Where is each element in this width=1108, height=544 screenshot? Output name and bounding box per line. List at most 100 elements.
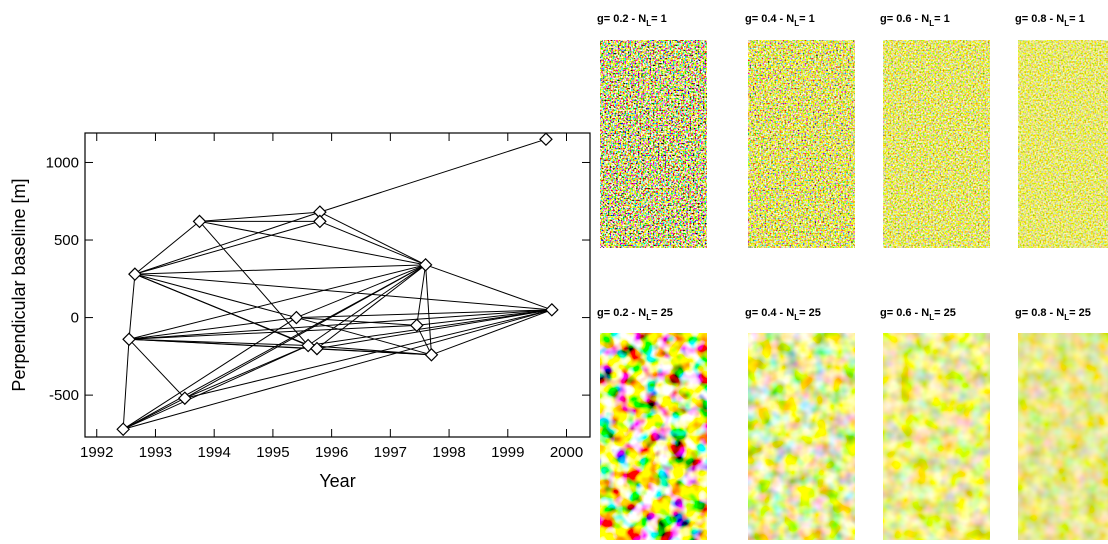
panel-label: g= 0.4 - NL= 25 xyxy=(745,307,821,322)
node-marker xyxy=(289,310,304,325)
panel-label: g= 0.8 - NL= 25 xyxy=(1015,307,1091,322)
x-tick-label: 1993 xyxy=(139,444,172,461)
label-suffix: = 1 xyxy=(934,13,950,25)
link xyxy=(199,220,426,266)
label-prefix: g= 0.8 - N xyxy=(1015,307,1064,319)
label-suffix: = 25 xyxy=(934,307,956,319)
link xyxy=(122,317,297,430)
link xyxy=(134,221,200,275)
link xyxy=(128,317,297,340)
link xyxy=(425,264,552,311)
label-suffix: = 1 xyxy=(651,13,667,25)
link xyxy=(307,264,426,346)
noise-image xyxy=(748,40,855,248)
x-tick-label: 1995 xyxy=(256,444,289,461)
noise-image xyxy=(748,333,855,540)
link xyxy=(316,264,426,349)
image-panels: g= 0.2 - NL= 1 g= 0.4 - NL= 1 g= 0.6 - NL=… xyxy=(597,13,1108,540)
plot-frame xyxy=(84,132,591,438)
y-axis-label: Perpendicular baseline [m] xyxy=(9,178,29,391)
x-tick-label: 1998 xyxy=(432,444,465,461)
link xyxy=(134,273,318,350)
panel-label: g= 0.6 - NL= 25 xyxy=(880,307,956,322)
label-sub: L xyxy=(1064,313,1069,322)
panel-label: g= 0.2 - NL= 25 xyxy=(597,307,673,322)
link xyxy=(296,264,426,319)
link xyxy=(134,264,426,275)
link xyxy=(184,345,309,399)
link xyxy=(316,348,432,356)
link xyxy=(199,221,309,346)
link xyxy=(184,264,426,399)
node-marker xyxy=(310,341,324,356)
panel-label: g= 0.4 - NL= 1 xyxy=(745,13,815,28)
link xyxy=(134,211,321,275)
y-tick-label: 500 xyxy=(54,232,79,249)
link xyxy=(425,264,432,355)
link xyxy=(129,309,552,340)
link xyxy=(128,264,426,340)
node-marker xyxy=(177,391,192,406)
link xyxy=(129,324,417,340)
node-marker xyxy=(313,214,327,229)
x-tick-label: 2000 xyxy=(550,444,583,461)
node-marker xyxy=(539,132,553,147)
node-marker xyxy=(418,257,433,272)
noise-image xyxy=(883,333,990,540)
baseline-plot: 1992 1993 1994 1995 1996 1997 1998 1999 2000 -500… xyxy=(9,132,591,491)
label-sub: L xyxy=(929,313,934,322)
label-prefix: g= 0.4 - N xyxy=(745,307,794,319)
label-suffix: = 1 xyxy=(1069,13,1085,25)
label-sub: L xyxy=(646,19,651,28)
label-prefix: g= 0.2 - N xyxy=(597,307,646,319)
label-suffix: = 25 xyxy=(799,307,821,319)
link xyxy=(319,211,426,266)
label-sub: L xyxy=(929,19,934,28)
link xyxy=(134,273,297,319)
link xyxy=(296,317,417,326)
node-marker xyxy=(122,332,136,347)
link xyxy=(316,309,552,350)
noise-image xyxy=(600,40,707,248)
label-suffix: = 1 xyxy=(799,13,815,25)
link xyxy=(128,274,136,340)
label-sub: L xyxy=(646,313,651,322)
x-tick-label: 1992 xyxy=(80,444,113,461)
node-marker xyxy=(424,347,439,362)
label-prefix: g= 0.2 - N xyxy=(597,13,646,25)
node-marker xyxy=(116,422,131,437)
x-axis-label: Year xyxy=(319,471,355,491)
node-marker xyxy=(128,267,142,281)
label-suffix: = 25 xyxy=(651,307,673,319)
link xyxy=(296,309,552,319)
noise-image xyxy=(1018,333,1108,540)
link xyxy=(431,309,553,356)
label-sub: L xyxy=(794,19,799,28)
x-tick-label: 1994 xyxy=(197,444,230,461)
label-prefix: g= 0.4 - N xyxy=(745,13,794,25)
link xyxy=(134,220,321,275)
y-tick-label: -500 xyxy=(49,387,79,404)
label-sub: L xyxy=(794,313,799,322)
link xyxy=(319,138,547,213)
x-tick-label: 1999 xyxy=(491,444,524,461)
link xyxy=(416,309,552,326)
node-marker xyxy=(544,302,559,317)
link xyxy=(128,338,186,399)
noise-image xyxy=(1018,40,1108,248)
link xyxy=(122,339,130,430)
label-prefix: g= 0.6 - N xyxy=(880,13,929,25)
link xyxy=(123,309,552,430)
link xyxy=(416,325,432,356)
label-suffix: = 25 xyxy=(1069,307,1091,319)
link xyxy=(122,345,309,430)
node-marker xyxy=(192,214,207,229)
panel-label: g= 0.8 - NL= 1 xyxy=(1015,13,1085,28)
link xyxy=(184,309,552,399)
link xyxy=(296,317,432,356)
panel-label: g= 0.2 - NL= 1 xyxy=(597,13,667,28)
panel-label: g= 0.6 - NL= 1 xyxy=(880,13,950,28)
noise-image xyxy=(600,333,707,540)
noise-image xyxy=(883,40,990,248)
